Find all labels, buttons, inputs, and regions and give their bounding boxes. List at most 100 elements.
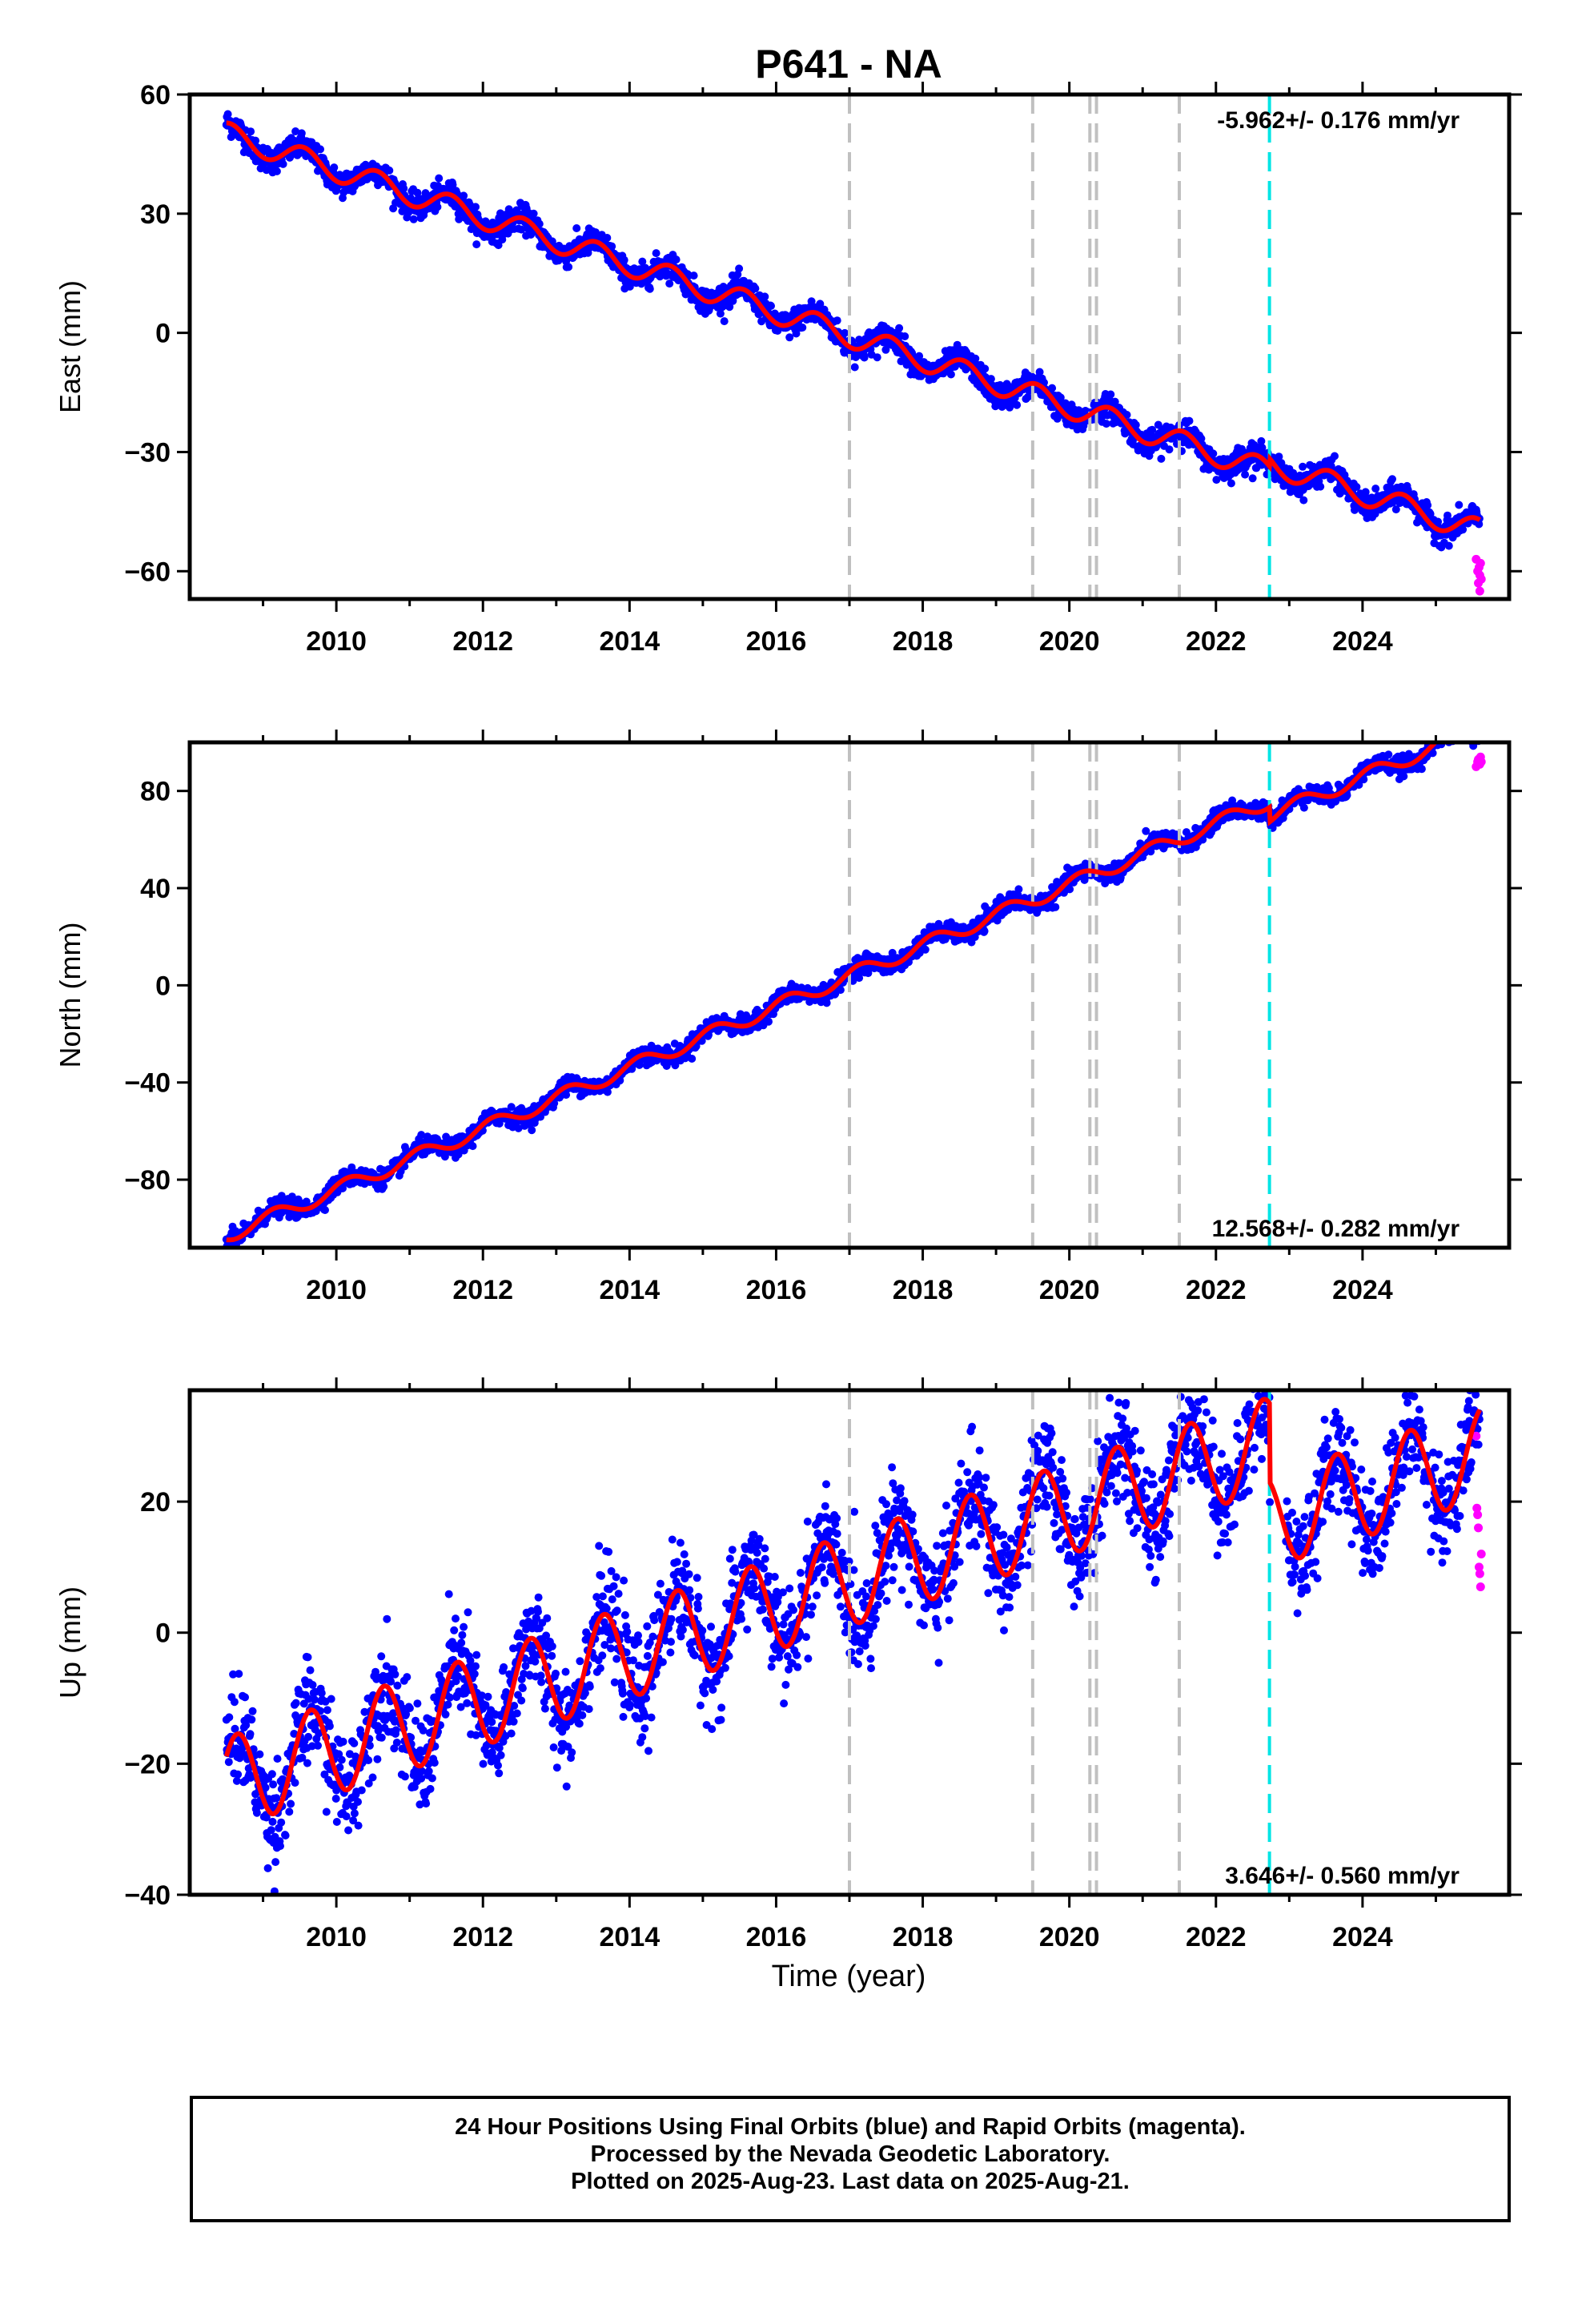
data-point [689,271,698,280]
data-point [1299,462,1307,471]
data-point [339,1184,347,1192]
data-point [881,345,890,354]
data-point [822,999,831,1007]
data-point [472,240,481,249]
data-point [792,329,801,338]
data-point [628,1064,636,1073]
data-point [725,303,734,312]
data-point [330,163,339,172]
data-point [472,203,480,211]
data-point [514,1124,523,1132]
data-point [1110,397,1119,406]
data-point [316,145,324,154]
data-point [921,945,930,954]
data-point [1048,384,1057,392]
data-point [603,234,612,242]
data-point [1157,454,1166,463]
data-point [494,241,503,250]
data-point [409,215,418,223]
data-point [635,1060,644,1069]
data-point [1051,903,1060,911]
data-point [671,1061,680,1070]
x-tick-label: 2022 [1186,626,1247,657]
data-point [638,257,647,266]
data-point [986,375,995,384]
data-point [608,242,616,251]
data-point [1257,436,1266,445]
data-point [291,127,300,135]
data-point [433,203,442,211]
data-point [1444,541,1453,550]
panel-north: 2010 2012 2014 2016 2018 2020 2022 202480400−40… [54,730,1522,1305]
data-point [1106,390,1115,399]
data-point [1066,885,1074,894]
data-point [1258,444,1267,452]
data-point [379,1182,388,1191]
data-point [1459,525,1468,534]
data-point [279,159,287,168]
rapid-point [1476,558,1485,568]
x-axis-label: Time (year) [772,1960,926,1993]
model-curve [226,120,1482,533]
data-point [855,974,864,983]
figure-title: P641 - NA [755,42,942,86]
data-point [1241,470,1250,479]
data-point [751,284,760,293]
data-point [850,363,859,372]
data-point [460,191,468,200]
data-point [435,174,444,183]
data-point [652,249,661,258]
data-point [468,1142,477,1151]
data-point [321,1206,329,1214]
data-point [895,324,904,332]
data-point [400,184,408,193]
data-point [1014,885,1023,894]
data-point [1443,511,1452,520]
x-tick-label: 2018 [893,626,954,657]
data-point [1209,449,1218,458]
data-point [1248,474,1257,483]
data-point [1331,452,1339,460]
data-point [1212,476,1221,485]
data-point [251,136,260,145]
data-point [761,292,769,301]
data-point [720,317,729,326]
data-point [836,986,845,995]
data-point [620,255,628,264]
y-tick-label: 30 [140,199,171,230]
data-point [729,296,737,305]
rapid-orbit-points [1472,554,1486,596]
data-point [1122,411,1131,419]
data-point [448,180,457,189]
data-point [981,364,990,373]
data-point [272,167,281,175]
data-point [816,300,825,308]
data-point [807,297,816,306]
data-point [507,1103,516,1112]
data-point [572,224,581,232]
data-point [1056,393,1065,402]
data-point [1275,452,1283,461]
y-tick-label: −30 [124,437,171,468]
data-point [1391,505,1400,514]
data-point [798,324,807,332]
data-point [953,340,962,349]
data-point [1434,517,1443,526]
data-point [535,219,544,228]
data-point [1371,485,1380,493]
data-point [223,110,232,119]
data-point [688,1055,697,1063]
y-tick-label: 60 [140,80,171,111]
y-tick-label: 0 [155,319,171,349]
data-point [735,264,744,273]
x-tick-label: 2020 [1039,626,1100,657]
data-point [1455,501,1464,509]
data-point [454,1150,463,1159]
data-point [1299,803,1308,812]
panel-east: 2010 2012 2014 2016 2018 2020 2022 202460300−30… [54,80,1522,657]
data-point [665,279,674,288]
data-point [765,1017,773,1026]
data-point [564,263,573,271]
data-point [1142,826,1150,835]
